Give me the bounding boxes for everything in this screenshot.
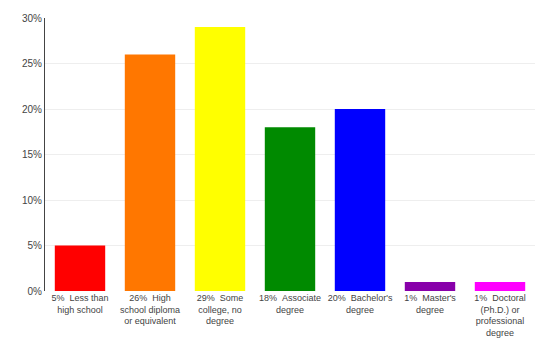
svg-text:26% Highschool diplomaor equi: 26% Highschool diplomaor equivalent [120,293,180,326]
svg-text:20% Bachelor'sdegree: 20% Bachelor'sdegree [328,293,393,315]
svg-text:25%: 25% [22,58,42,69]
svg-text:10%: 10% [22,195,42,206]
svg-text:1% Master'sdegree: 1% Master'sdegree [404,293,456,315]
svg-text:1% Doctoral(Ph.D.) orprofessi: 1% Doctoral(Ph.D.) orprofessionaldegree [474,293,526,338]
svg-text:20%: 20% [22,104,42,115]
svg-text:5%: 5% [28,240,43,251]
svg-text:0%: 0% [28,286,43,297]
svg-text:5% Less thanhigh school: 5% Less thanhigh school [51,293,108,315]
svg-text:30%: 30% [22,13,42,24]
svg-text:18% Associatedegree: 18% Associatedegree [259,293,321,315]
svg-text:29% Somecollege, nodegree: 29% Somecollege, nodegree [197,293,244,326]
svg-text:15%: 15% [22,149,42,160]
